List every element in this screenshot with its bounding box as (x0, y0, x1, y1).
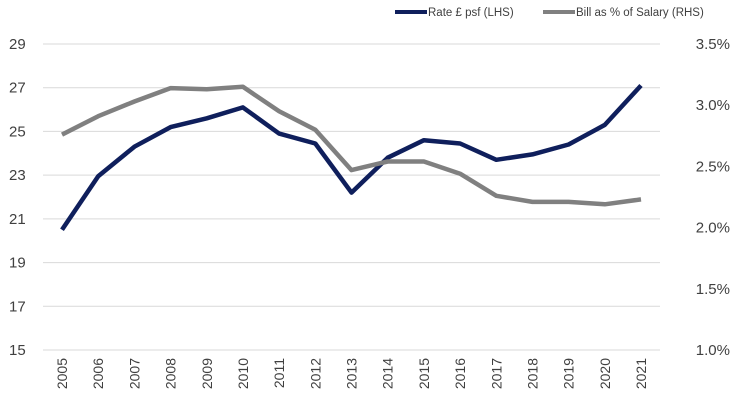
legend: Rate £ psf (LHS) Bill as % of Salary (RHS… (395, 7, 704, 19)
x-tick-label: 2016 (452, 358, 468, 389)
x-tick-label: 2007 (126, 358, 142, 389)
right-axis: 1.0% 1.5% 2.0% 2.5% 3.0% 3.5% (696, 36, 730, 359)
right-tick-label: 2.0% (696, 220, 730, 237)
x-tick-label: 2014 (380, 358, 396, 389)
x-tick-label: 2012 (307, 358, 323, 389)
x-tick-label: 2015 (416, 358, 432, 389)
left-tick-label: 27 (9, 80, 26, 97)
right-tick-label: 3.5% (696, 36, 730, 53)
x-axis: 2005 2006 2007 2008 2009 2010 2011 2012 2013 2014… (54, 358, 649, 389)
legend-label: Bill as % of Salary (RHS) (576, 7, 704, 19)
left-tick-label: 25 (9, 123, 26, 140)
x-tick-label: 2018 (524, 358, 540, 389)
left-tick-label: 19 (9, 255, 26, 272)
bill-pct-salary-line (62, 87, 641, 205)
right-tick-label: 3.0% (696, 97, 730, 114)
x-tick-label: 2010 (235, 358, 251, 389)
x-tick-label: 2009 (199, 358, 215, 389)
right-tick-label: 1.0% (696, 342, 730, 359)
series-lines (62, 85, 641, 229)
left-tick-label: 21 (9, 211, 26, 228)
left-tick-label: 23 (9, 167, 26, 184)
x-tick-label: 2013 (344, 358, 360, 389)
x-tick-label: 2011 (271, 358, 287, 388)
left-tick-label: 15 (9, 342, 26, 359)
x-tick-label: 2020 (597, 358, 613, 389)
x-tick-label: 2017 (488, 358, 504, 389)
gridlines (43, 44, 660, 350)
right-tick-label: 1.5% (696, 281, 730, 298)
legend-label: Rate £ psf (LHS) (428, 7, 514, 19)
x-tick-label: 2008 (163, 358, 179, 389)
left-axis: 15 17 19 21 23 25 27 29 (9, 36, 26, 359)
x-tick-label: 2019 (561, 358, 577, 389)
x-tick-label: 2021 (633, 358, 649, 389)
right-tick-label: 2.5% (696, 158, 730, 175)
left-tick-label: 29 (9, 36, 26, 53)
left-tick-label: 17 (9, 298, 26, 315)
x-tick-label: 2006 (90, 358, 106, 389)
rate-psf-line (62, 86, 641, 230)
x-tick-label: 2005 (54, 358, 70, 389)
